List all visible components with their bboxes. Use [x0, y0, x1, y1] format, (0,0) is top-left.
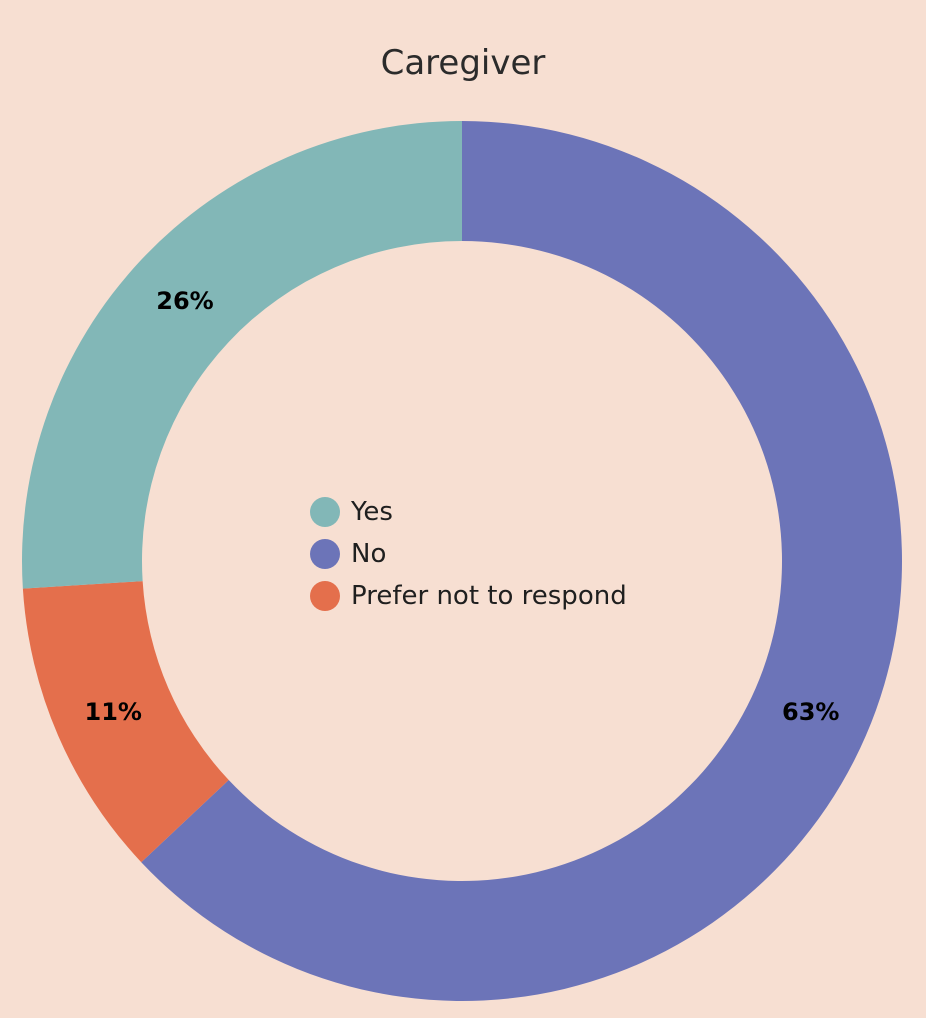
chart-title: Caregiver: [381, 43, 546, 83]
slice-yes: [21, 121, 462, 589]
slice-prefer-not-to-respond: [22, 581, 229, 863]
legend-item-prefer-not-to-respond: Prefer not to respond: [310, 581, 627, 611]
legend-swatch: [310, 539, 340, 569]
legend-swatch: [310, 581, 340, 611]
slice-label-no: 63%: [782, 698, 839, 726]
legend-label: Prefer not to respond: [351, 581, 627, 611]
donut-slices: [21, 121, 903, 1001]
legend: Yes No Prefer not to respond: [310, 497, 627, 611]
legend-swatch: [310, 497, 340, 527]
legend-label: Yes: [350, 497, 393, 527]
legend-item-no: No: [310, 539, 386, 569]
slice-no: [141, 121, 903, 1001]
slice-label-yes: 26%: [156, 287, 213, 315]
slice-labels: 63% 11% 26%: [85, 287, 840, 726]
slice-label-prefer-not-to-respond: 11%: [85, 698, 142, 726]
legend-label: No: [351, 539, 386, 569]
legend-item-yes: Yes: [310, 497, 393, 527]
